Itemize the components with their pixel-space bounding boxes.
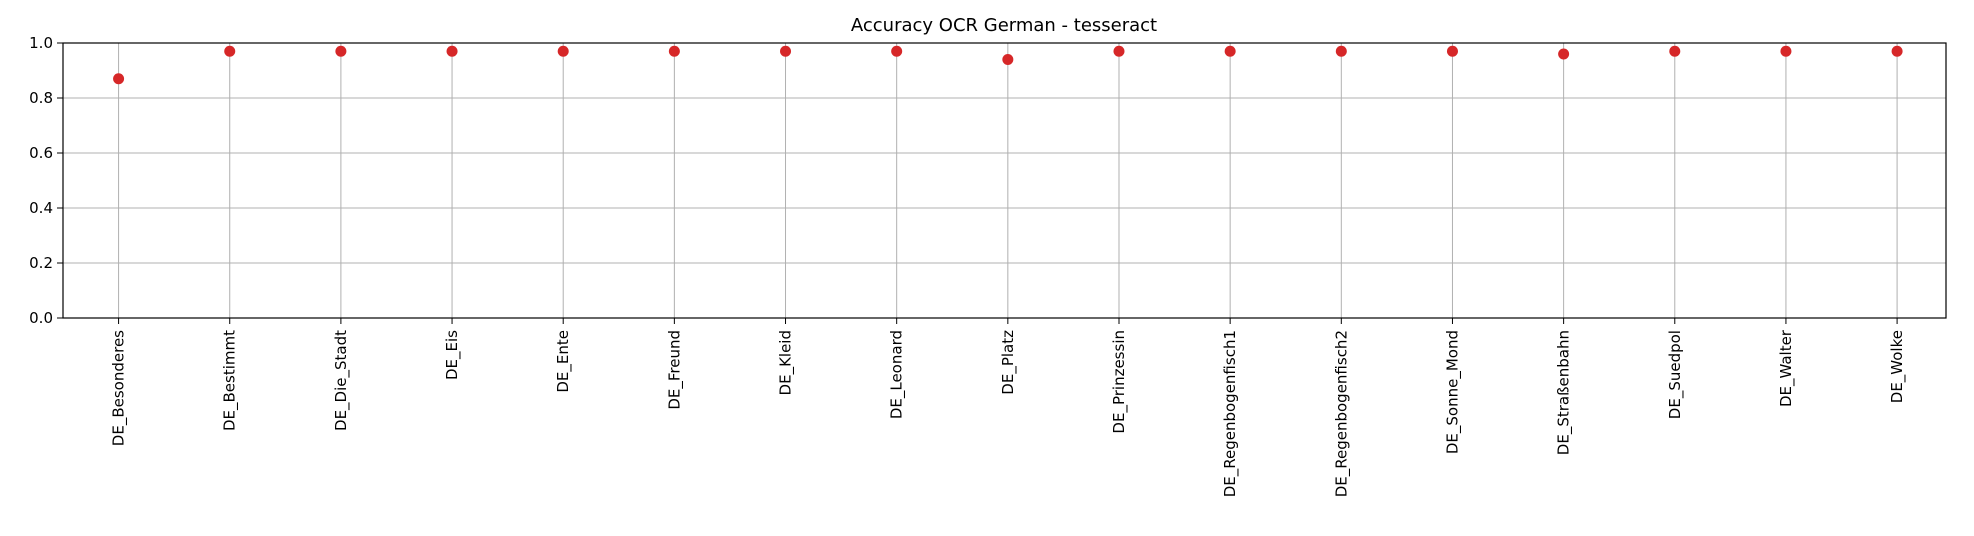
y-tick-label: 1.0 xyxy=(29,34,53,52)
data-point xyxy=(1224,45,1236,57)
x-tick-label: DE_Prinzessin xyxy=(1110,330,1129,434)
plot-area-frame xyxy=(62,42,1947,319)
x-tick-label: DE_Bestimmt xyxy=(221,330,240,431)
data-point xyxy=(557,45,569,57)
x-tick-label: DE_Walter xyxy=(1777,329,1796,407)
data-point xyxy=(668,45,680,57)
y-tick-label: 0.6 xyxy=(29,144,53,162)
data-point xyxy=(1113,45,1125,57)
x-tick-label: DE_Platz xyxy=(999,330,1018,395)
axis-ticks: 0.0 0.2 0.4 0.6 0.8 1.0 DE_Besonderes DE_Bestim… xyxy=(29,34,1907,497)
data-point xyxy=(1002,54,1014,65)
data-point xyxy=(780,45,792,57)
data-point xyxy=(1891,45,1903,57)
x-tick-label: DE_Regenbogenfisch1 xyxy=(1221,330,1240,497)
data-points xyxy=(113,45,1903,85)
data-point xyxy=(113,73,125,85)
x-tick-label: DE_Ente xyxy=(554,330,573,393)
data-point xyxy=(335,45,347,57)
y-tick-label: 0.8 xyxy=(29,89,53,107)
data-point xyxy=(1669,45,1681,57)
data-point xyxy=(446,45,458,57)
data-point xyxy=(1780,45,1792,57)
x-tick-label: DE_Freund xyxy=(665,330,684,410)
x-tick-label: DE_Suedpol xyxy=(1666,330,1685,419)
x-tick-label: DE_Kleid xyxy=(777,330,796,395)
y-tick-label: 0.4 xyxy=(29,199,53,217)
chart-title: Accuracy OCR German - tesseract xyxy=(851,15,1157,36)
x-tick-label: DE_Leonard xyxy=(888,330,907,419)
x-tick-label: DE_Wolke xyxy=(1888,330,1907,403)
x-tick-label: DE_Eis xyxy=(443,330,462,380)
data-point xyxy=(1446,45,1458,57)
x-tick-label: DE_Regenbogenfisch2 xyxy=(1332,330,1351,497)
x-tick-label: DE_Sonne_Mond xyxy=(1443,330,1462,454)
data-point xyxy=(224,45,236,57)
y-tick-label: 0.2 xyxy=(29,254,53,272)
x-tick-label: DE_Besonderes xyxy=(110,330,129,446)
data-point xyxy=(891,45,903,57)
y-tick-label: 0.0 xyxy=(29,309,53,327)
x-tick-label: DE_Straßenbahn xyxy=(1555,330,1574,455)
data-point xyxy=(1558,48,1570,60)
x-tick-label: DE_Die_Stadt xyxy=(332,330,351,431)
data-point xyxy=(1335,45,1347,57)
